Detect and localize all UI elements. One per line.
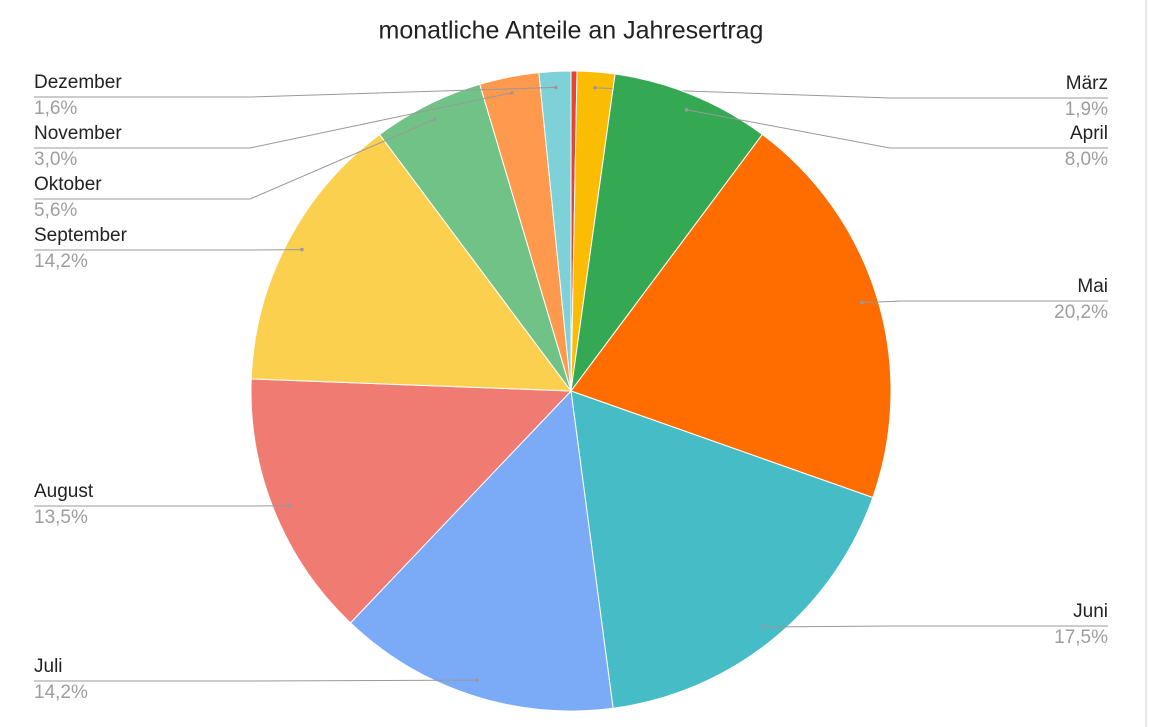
pie-slice	[570, 390, 874, 709]
leader-dot	[287, 503, 292, 508]
legend-label: August	[34, 481, 94, 502]
leader-line	[34, 86, 556, 98]
leader-line	[594, 87, 1108, 99]
leader-line	[34, 679, 478, 682]
leader-dot	[300, 247, 304, 252]
legend-label: Juli	[34, 656, 63, 677]
value-label: 3,0%	[34, 149, 77, 170]
pie-slice	[250, 378, 573, 624]
legend-label: November	[34, 123, 122, 144]
leader-line	[686, 109, 1108, 149]
value-label: 5,6%	[34, 200, 77, 221]
value-label: 17,5%	[1054, 627, 1108, 648]
leader-line	[34, 92, 513, 149]
legend-label: September	[34, 225, 128, 246]
chart-title: monatliche Anteile an Jahresertrag	[379, 17, 764, 45]
pie-slice	[349, 389, 614, 712]
value-label: 1,6%	[34, 98, 77, 119]
legend-label: Mai	[1077, 276, 1108, 297]
leader-dot	[860, 300, 864, 305]
legend-label: Oktober	[34, 174, 102, 195]
pie-slice	[538, 70, 572, 392]
leader-line	[861, 300, 1108, 304]
leader-dot	[760, 625, 765, 629]
leader-line	[34, 118, 435, 200]
value-label: 14,2%	[34, 251, 88, 272]
leader-dot	[432, 117, 437, 122]
value-label: 14,2%	[34, 682, 88, 703]
value-label: 20,2%	[1054, 302, 1108, 323]
leader-dot	[475, 678, 479, 682]
pie-slice	[570, 73, 764, 392]
legend-label: Juni	[1073, 601, 1108, 622]
leader-line	[762, 625, 1108, 628]
legend-label: Dezember	[34, 72, 122, 93]
pie-slice	[570, 133, 892, 499]
legend-label: März	[1066, 73, 1108, 94]
value-label: 13,5%	[34, 507, 88, 528]
leader-dot	[510, 90, 514, 95]
value-label: 8,0%	[1065, 149, 1108, 170]
leader-dot	[593, 86, 597, 90]
legend-label: April	[1070, 123, 1108, 144]
leader-dot	[684, 107, 689, 112]
value-label: 1,9%	[1065, 99, 1108, 120]
leader-dot	[553, 85, 558, 90]
